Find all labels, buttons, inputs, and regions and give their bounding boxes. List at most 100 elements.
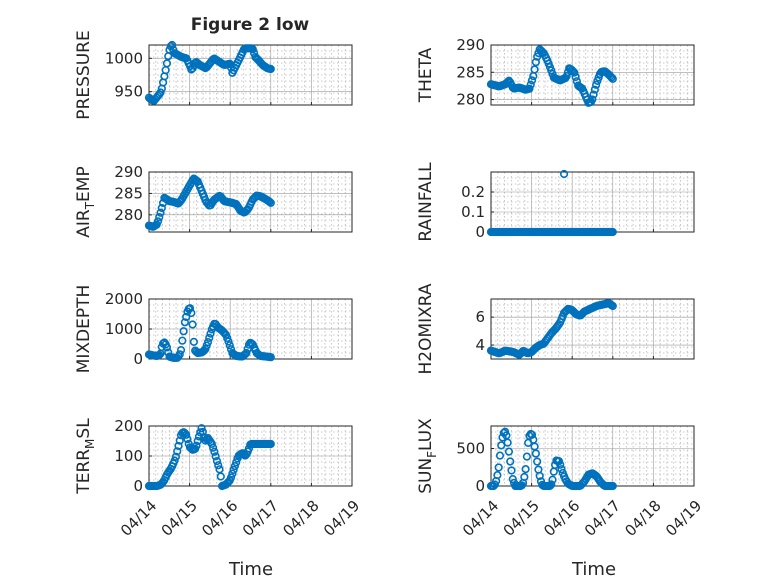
data-point: [503, 438, 512, 447]
data-point: [214, 461, 223, 470]
data-point: [535, 471, 544, 481]
series-markers: [144, 304, 275, 362]
y-tick-label: 0: [475, 223, 485, 241]
data-point: [501, 427, 510, 436]
chart-title: Figure 2 low: [191, 15, 310, 35]
data-point: [205, 333, 214, 342]
data-point: [248, 45, 257, 54]
x-tick-label: 04/14: [459, 497, 502, 540]
subplot-mixdepth: 0 1000 2000 MIXDEPTH: [74, 285, 353, 374]
data-point: [520, 472, 529, 482]
data-point: [590, 85, 599, 94]
data-point: [174, 441, 183, 451]
data-point: [592, 80, 601, 89]
data-point: [589, 90, 598, 99]
axes-box: [148, 298, 353, 360]
data-point: [608, 301, 617, 311]
y-tick-label: 0.1: [461, 203, 485, 221]
data-point: [156, 208, 165, 217]
x-tick-label: 04/17: [581, 497, 624, 540]
data-point: [242, 348, 251, 358]
x-tick-label: 04/14: [117, 497, 160, 540]
y-axis-label: MIXDEPTH: [74, 285, 94, 374]
data-point: [266, 198, 275, 207]
y-axis-label: PRESSURE: [74, 30, 94, 119]
x-axis-label-left: Time: [228, 559, 273, 580]
data-point: [179, 327, 188, 336]
subplot-pressure: 950 1000 PRESSURE: [74, 30, 353, 120]
data-point: [497, 441, 506, 450]
data-point: [228, 469, 237, 478]
data-point: [529, 71, 538, 81]
data-point: [207, 439, 216, 448]
data-point: [182, 312, 191, 322]
data-point: [157, 203, 166, 213]
data-point: [508, 475, 517, 484]
data-point: [170, 456, 179, 465]
y-tick-label: 1000: [105, 49, 143, 67]
data-point: [225, 341, 234, 350]
data-point: [167, 40, 177, 50]
x-tick-label: 04/18: [279, 497, 322, 540]
y-axis-label: AIRTEMP: [74, 166, 97, 237]
y-axis-label: H2OMIXRA: [416, 283, 436, 374]
data-point: [266, 64, 275, 74]
data-point: [211, 452, 220, 461]
series-markers: [144, 40, 275, 105]
y-tick-label: 290: [114, 163, 143, 181]
x-tick-label: 04/19: [662, 497, 705, 540]
data-point: [266, 439, 275, 449]
data-point: [570, 68, 579, 77]
data-point: [608, 481, 617, 491]
data-point: [183, 435, 192, 444]
data-point: [229, 465, 238, 474]
data-point: [494, 463, 503, 472]
data-point: [210, 447, 219, 456]
data-point: [608, 74, 617, 83]
data-point: [533, 52, 542, 61]
y-tick-label: 1000: [105, 320, 143, 338]
axes-box: [148, 425, 353, 487]
data-point: [554, 457, 564, 466]
y-tick-label: 200: [114, 417, 143, 435]
y-tick-label: 0.2: [461, 183, 485, 201]
data-point: [556, 460, 565, 469]
x-tick-label: 04/17: [239, 497, 282, 540]
data-point: [530, 442, 539, 451]
data-point: [607, 73, 616, 82]
x-tick-label: 04/15: [158, 497, 201, 540]
data-point: [212, 456, 222, 466]
axes-box: [148, 171, 353, 233]
data-point: [216, 472, 225, 481]
data-point: [182, 430, 191, 439]
data-point: [189, 337, 198, 346]
data-point: [226, 473, 236, 482]
y-axis-label: TERRMSL: [74, 418, 97, 495]
data-point: [155, 350, 164, 360]
subplot-air_temp: 280 285 290 AIRTEMP: [74, 163, 353, 238]
data-point: [230, 462, 239, 471]
data-point: [192, 441, 201, 450]
data-point: [548, 475, 557, 484]
y-tick-label: 0: [133, 477, 143, 495]
y-tick-label: 280: [456, 91, 485, 109]
data-point: [530, 65, 539, 74]
data-point: [175, 350, 184, 359]
data-point: [197, 424, 206, 433]
y-tick-label: 500: [456, 440, 485, 458]
series-markers: [144, 174, 275, 231]
x-tick-label: 04/15: [500, 497, 543, 540]
data-point: [187, 308, 196, 318]
y-tick-label: 285: [456, 63, 485, 81]
y-axis-label: THETA: [416, 47, 436, 103]
data-point: [608, 227, 617, 237]
x-axis-label-right: Time: [571, 559, 616, 580]
data-point: [171, 452, 181, 461]
subplot-rainfall: 0 0.1 0.2 RAINFALL: [416, 162, 695, 242]
data-point: [188, 320, 197, 329]
data-point: [265, 197, 274, 206]
y-tick-label: 4: [475, 336, 485, 354]
